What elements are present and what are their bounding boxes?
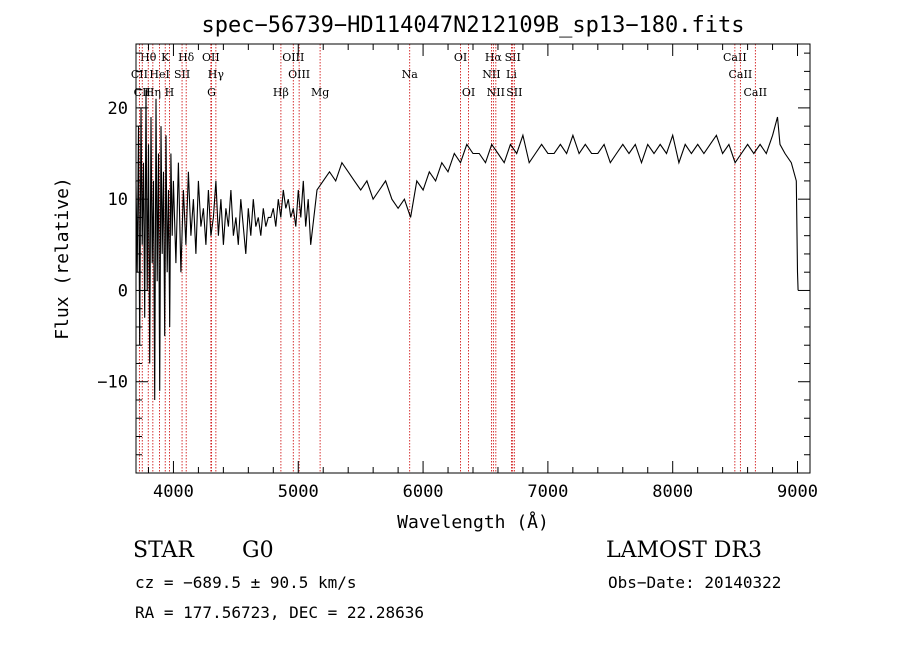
survey-label: LAMOST DR3 [606, 538, 762, 563]
line-label: Hγ [208, 68, 225, 81]
line-label: OIII [282, 51, 304, 64]
line-label: Mg [311, 86, 329, 99]
line-label: OI [454, 51, 467, 64]
line-label: Hδ [178, 51, 195, 64]
cz-value: cz = −689.5 ± 90.5 km/s [135, 573, 357, 592]
line-label: OI [462, 86, 475, 99]
x-tick-label: 5000 [278, 482, 319, 502]
line-label: Li [506, 68, 517, 81]
line-label: NII [487, 86, 505, 99]
y-tick-label: 0 [118, 281, 128, 301]
x-tick-label: 4000 [153, 482, 194, 502]
line-label: CII [131, 68, 148, 81]
line-label: G [207, 86, 216, 99]
x-tick-label: 9000 [777, 482, 818, 502]
y-tick-label: 20 [108, 99, 128, 119]
x-tick-label: 6000 [403, 482, 444, 502]
ra-dec: RA = 177.56723, DEC = 22.28636 [135, 603, 424, 622]
line-label: CaII [723, 51, 747, 64]
line-label: K [161, 51, 170, 64]
y-tick-label: −10 [97, 373, 128, 393]
line-label: CaII [743, 86, 767, 99]
obs-date: Obs−Date: 20140322 [608, 573, 782, 592]
line-label: NII [482, 68, 500, 81]
x-tick-label: 7000 [527, 482, 568, 502]
line-label: OIII [288, 68, 310, 81]
line-label: Na [402, 68, 419, 81]
line-label: Hβ [273, 86, 289, 99]
line-label: SII [505, 51, 521, 64]
chart-title: spec−56739−HD114047N212109B_sp13−180.fit… [201, 13, 744, 38]
object-subclass: G0 [242, 538, 274, 563]
line-label: SII [174, 68, 190, 81]
line-label: H [165, 86, 175, 99]
line-label: HeI [149, 68, 169, 81]
plot-frame [135, 43, 811, 474]
line-label: Hα [485, 51, 503, 64]
line-label: CaII [729, 68, 753, 81]
y-tick-label: 10 [108, 190, 128, 210]
spectrum-line [135, 89, 799, 401]
x-axis-label: Wavelength (Å) [397, 511, 549, 533]
object-class: STAR [133, 538, 194, 563]
line-label: Hη [145, 86, 161, 99]
line-label: OII [202, 51, 220, 64]
y-axis-label: Flux (relative) [52, 177, 73, 340]
x-tick-label: 8000 [652, 482, 693, 502]
line-label: SII [506, 86, 522, 99]
